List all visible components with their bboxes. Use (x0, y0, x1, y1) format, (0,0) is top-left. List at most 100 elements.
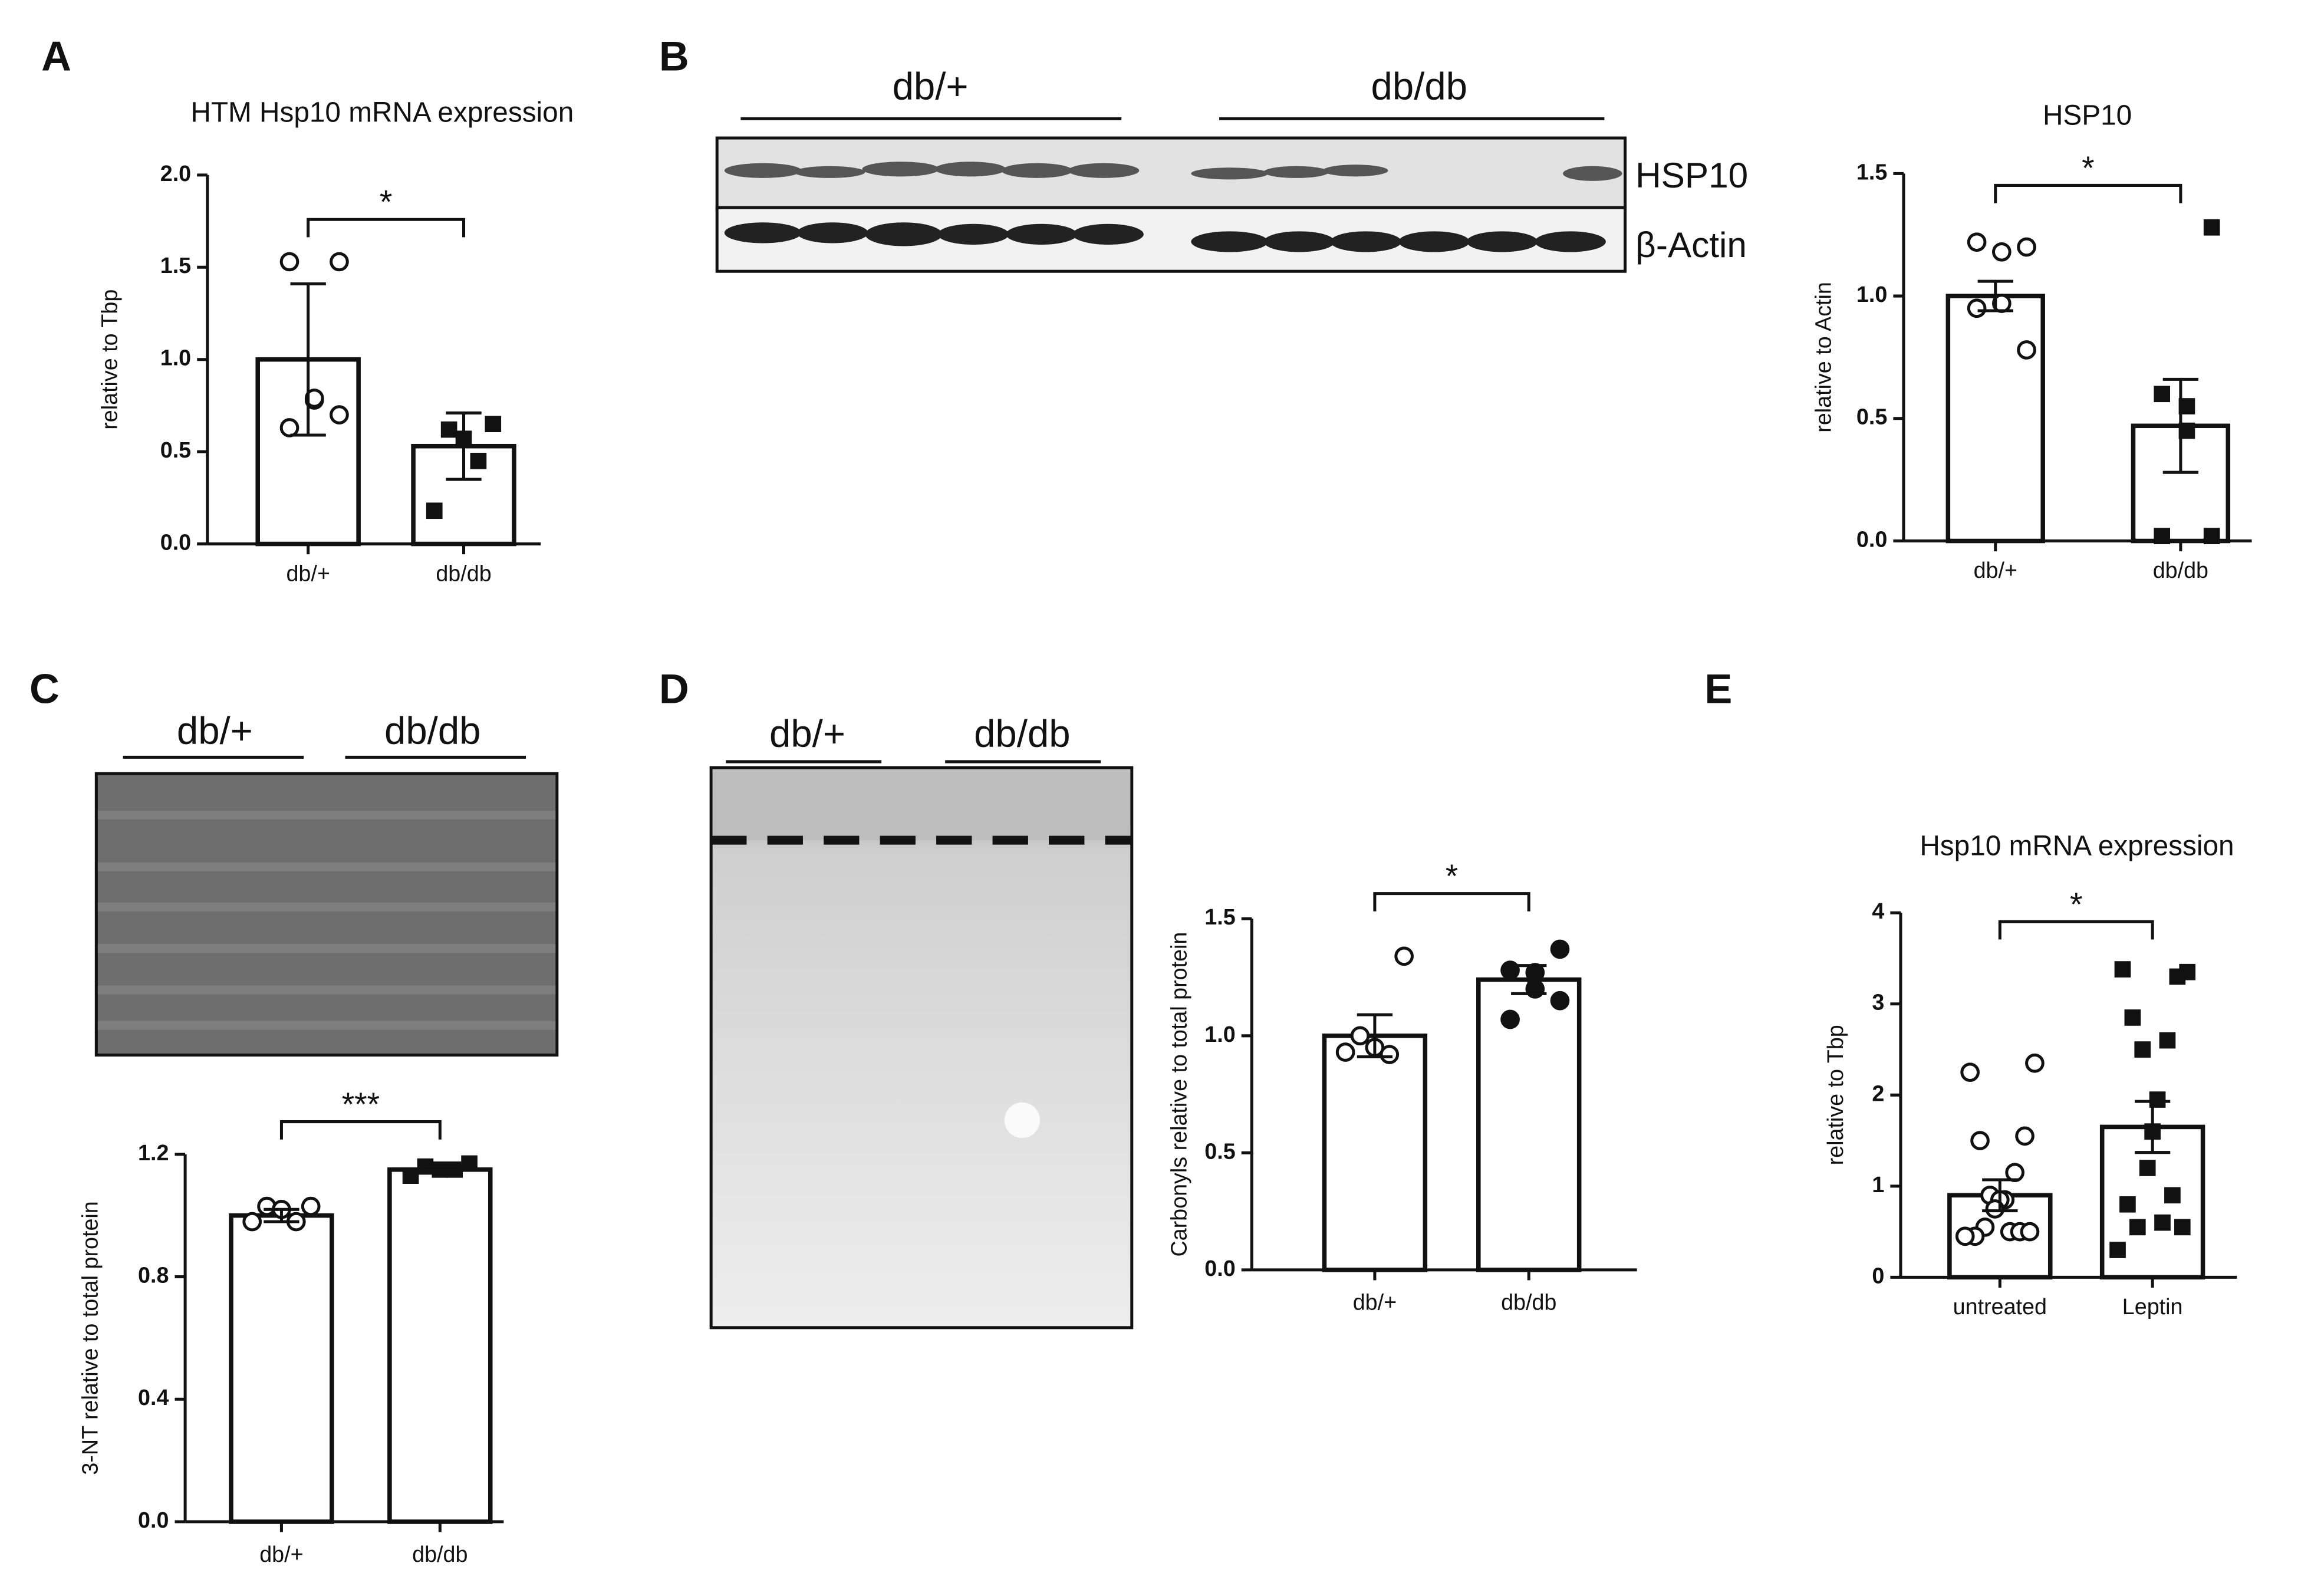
data-point (2164, 1187, 2181, 1204)
data-point (2005, 1163, 2024, 1183)
data-point (2020, 1222, 2040, 1242)
x-tick-label: db/db (436, 561, 491, 585)
data-point (1335, 1042, 1355, 1062)
group-label: db/+ (893, 64, 969, 107)
y-axis-label: 3-NT relative to total protein (78, 1201, 103, 1475)
data-point (2114, 961, 2131, 978)
y-tick-label: 0.5 (1204, 1138, 1235, 1163)
bar (1476, 977, 1582, 1272)
data-point (1967, 232, 1987, 252)
y-axis-label: relative to Tbp (1823, 1025, 1848, 1165)
data-point (1350, 1026, 1370, 1046)
data-point (426, 502, 443, 519)
data-point (242, 1212, 262, 1232)
significance: * (380, 184, 393, 221)
data-point (2139, 1160, 2156, 1176)
y-tick-label: 3 (1872, 990, 1884, 1015)
blot-b: db/+ db/db HSP10 β-Actin (715, 64, 1748, 273)
y-axis-label: relative to Actin (1811, 282, 1836, 433)
data-point (279, 418, 299, 437)
significance: * (2070, 886, 2083, 923)
x-tick-label: db/+ (1353, 1290, 1397, 1315)
group-label: db/db (974, 712, 1070, 755)
data-point (2129, 1219, 2146, 1236)
significance: *** (342, 1086, 380, 1123)
panel-letter: B (659, 32, 689, 79)
data-point (2119, 1196, 2136, 1213)
chart-title: HTM Hsp10 mRNA expression (190, 97, 574, 128)
significance: * (2082, 150, 2095, 186)
y-tick-label: 1.2 (138, 1140, 169, 1165)
x-tick-label: db/+ (1974, 558, 2017, 583)
panel-letter: C (29, 665, 60, 712)
band-label: β-Actin (1635, 225, 1747, 265)
significance-bracket (279, 1120, 442, 1140)
group-label: db/db (1371, 64, 1467, 107)
data-point (330, 405, 349, 424)
data-point (2154, 1214, 2171, 1231)
blot-d: db/+ db/db (709, 712, 1134, 1330)
data-point (2203, 219, 2220, 236)
panel-letter: A (41, 32, 71, 79)
data-point (461, 1155, 478, 1172)
band-label: HSP10 (1635, 155, 1748, 195)
data-point (1967, 298, 1987, 318)
y-tick-label: 0.0 (1856, 526, 1887, 551)
y-tick-label: 1.0 (1204, 1022, 1235, 1047)
y-axis-label: relative to Tbp (97, 289, 121, 430)
y-tick-label: 1.0 (160, 345, 191, 370)
x-tick-label: db/+ (286, 561, 330, 585)
panel-letter: D (659, 665, 689, 712)
y-tick-label: 1.0 (1856, 282, 1887, 307)
data-point (2015, 1126, 2035, 1146)
data-point (2134, 1041, 2151, 1058)
group-label: db/db (384, 709, 480, 752)
data-point (1960, 1062, 1980, 1082)
y-tick-label: 0.0 (1204, 1256, 1235, 1281)
y-tick-label: 0.8 (138, 1263, 169, 1288)
x-tick-label: Leptin (2122, 1294, 2183, 1319)
data-point (2025, 1053, 2045, 1073)
data-point (2124, 1009, 2141, 1026)
chart-title: HSP10 (2043, 100, 2132, 131)
blot-c: db/+ db/db (94, 709, 559, 1057)
data-point (1991, 242, 2012, 262)
y-tick-label: 2.0 (160, 161, 191, 186)
data-point (2017, 340, 2036, 360)
data-point (2017, 237, 2036, 257)
data-point (446, 1161, 463, 1178)
data-point (1550, 990, 1570, 1011)
y-tick-label: 0 (1872, 1263, 1884, 1288)
bar (387, 1167, 493, 1524)
data-point (402, 1167, 419, 1184)
y-tick-label: 0.0 (160, 530, 191, 555)
x-tick-label: db/db (1501, 1290, 1556, 1315)
y-tick-label: 0.4 (138, 1385, 169, 1410)
data-point (440, 421, 457, 438)
data-point (301, 1196, 321, 1216)
x-tick-label: db/+ (259, 1542, 303, 1567)
significance-bracket (1373, 892, 1530, 911)
y-tick-label: 1.5 (1204, 904, 1235, 929)
x-tick-label: db/db (412, 1542, 468, 1567)
x-tick-label: untreated (1953, 1294, 2047, 1319)
significance: * (1446, 858, 1459, 894)
y-tick-label: 1.5 (1856, 159, 1887, 184)
y-tick-label: 0.0 (138, 1508, 169, 1532)
data-point (304, 389, 324, 408)
data-point (330, 252, 349, 272)
y-tick-label: 0.5 (1856, 404, 1887, 429)
y-tick-label: 0.5 (160, 437, 191, 462)
data-point (470, 452, 487, 469)
data-point (2203, 528, 2220, 545)
y-axis-label: Carbonyls relative to total protein (1167, 932, 1191, 1257)
bar (229, 1213, 334, 1524)
chart-title: Hsp10 mRNA expression (1920, 830, 2234, 861)
significance-bracket (1998, 920, 2154, 940)
x-tick-label: db/db (2153, 558, 2208, 583)
data-point (2154, 528, 2171, 545)
data-point (2154, 386, 2171, 403)
data-point (279, 252, 299, 272)
panel-letter: E (1704, 665, 1732, 712)
